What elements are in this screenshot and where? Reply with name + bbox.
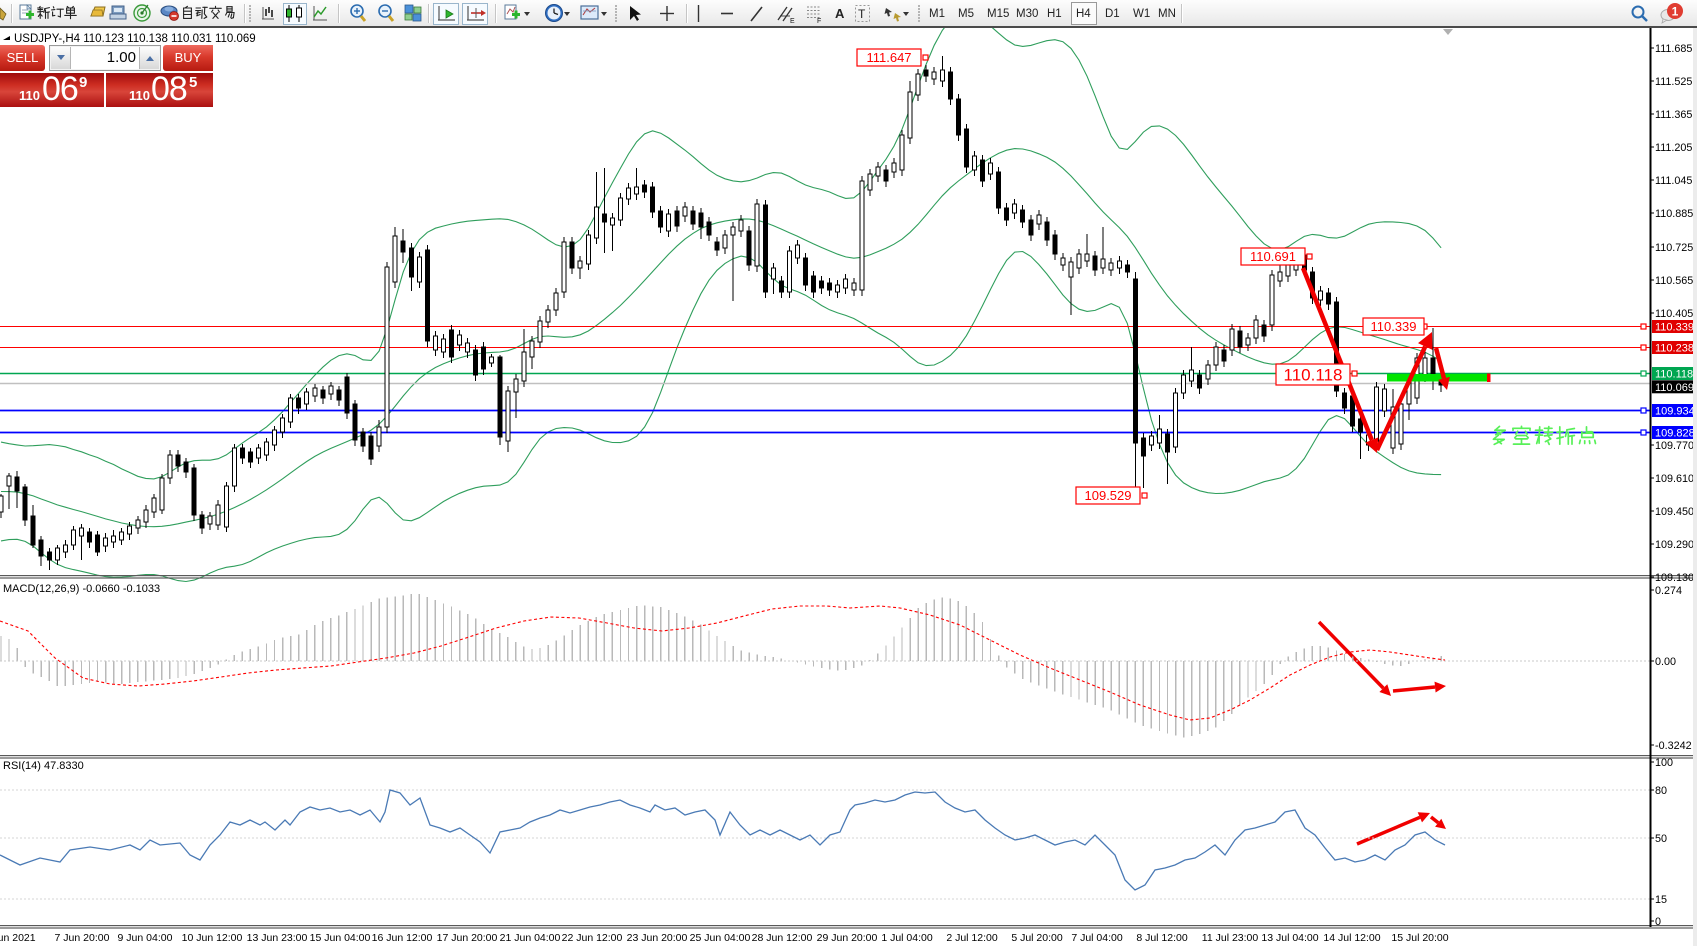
svg-text:16 Jun 12:00: 16 Jun 12:00 xyxy=(372,932,433,944)
svg-text:9 Jun 04:00: 9 Jun 04:00 xyxy=(118,932,173,944)
svg-text:110.118: 110.118 xyxy=(1655,369,1693,381)
svg-text:29 Jun 20:00: 29 Jun 20:00 xyxy=(817,932,878,944)
svg-text:H4: H4 xyxy=(1076,8,1091,20)
svg-text:15 Jul 20:00: 15 Jul 20:00 xyxy=(1391,932,1448,944)
svg-text:1: 1 xyxy=(1672,5,1679,19)
svg-text:14 Jul 12:00: 14 Jul 12:00 xyxy=(1323,932,1380,944)
svg-text:15: 15 xyxy=(1655,894,1667,906)
svg-text:MN: MN xyxy=(1158,8,1176,20)
svg-text:0.274: 0.274 xyxy=(1655,585,1682,597)
svg-text:111.525: 111.525 xyxy=(1655,76,1692,88)
svg-text:W1: W1 xyxy=(1133,8,1150,20)
svg-text:109.450: 109.450 xyxy=(1655,506,1694,518)
svg-text:109.130: 109.130 xyxy=(1655,572,1694,584)
svg-text:T: T xyxy=(858,7,866,21)
svg-text:2 Jul 12:00: 2 Jul 12:00 xyxy=(946,932,998,944)
svg-text:109.934: 109.934 xyxy=(1655,406,1695,418)
svg-text:13 Jul 04:00: 13 Jul 04:00 xyxy=(1261,932,1318,944)
svg-text:109.828: 109.828 xyxy=(1655,428,1695,440)
svg-text:0: 0 xyxy=(1655,916,1661,928)
svg-text:15 Jun 04:00: 15 Jun 04:00 xyxy=(310,932,371,944)
svg-text:7 Jul 04:00: 7 Jul 04:00 xyxy=(1071,932,1123,944)
svg-text:100: 100 xyxy=(1655,757,1673,769)
svg-text:M30: M30 xyxy=(1016,8,1038,20)
svg-text:110.069: 110.069 xyxy=(1655,382,1694,394)
svg-text:110.885: 110.885 xyxy=(1655,208,1693,220)
svg-text:110.405: 110.405 xyxy=(1655,308,1693,320)
svg-text:109.610: 109.610 xyxy=(1655,473,1694,485)
svg-text:Jun 2021: Jun 2021 xyxy=(0,932,36,944)
svg-text:-0.3242: -0.3242 xyxy=(1655,740,1692,752)
svg-text:28 Jun 12:00: 28 Jun 12:00 xyxy=(752,932,813,944)
svg-text:110.691: 110.691 xyxy=(1250,249,1296,264)
svg-text:RSI(14) 47.8330: RSI(14) 47.8330 xyxy=(3,760,84,772)
svg-text:11 Jul 23:00: 11 Jul 23:00 xyxy=(1202,932,1259,944)
svg-text:110.118: 110.118 xyxy=(1284,366,1343,385)
svg-text:F: F xyxy=(817,18,821,25)
svg-text:109.770: 109.770 xyxy=(1655,440,1694,452)
svg-text:109.529: 109.529 xyxy=(1085,488,1132,503)
svg-text:MACD(12,26,9) -0.0660 -0.1033: MACD(12,26,9) -0.0660 -0.1033 xyxy=(3,583,160,595)
svg-text:23 Jun 20:00: 23 Jun 20:00 xyxy=(627,932,688,944)
svg-text:111.045: 111.045 xyxy=(1655,175,1692,187)
svg-text:A: A xyxy=(835,6,845,21)
svg-text:25 Jun 04:00: 25 Jun 04:00 xyxy=(690,932,751,944)
svg-text:50: 50 xyxy=(1655,833,1667,845)
svg-text:111.685: 111.685 xyxy=(1655,43,1692,55)
svg-text:110.339: 110.339 xyxy=(1655,322,1694,334)
svg-text:H1: H1 xyxy=(1047,8,1062,20)
svg-text:M5: M5 xyxy=(958,8,974,20)
svg-text:110.565: 110.565 xyxy=(1655,275,1693,287)
svg-text:8 Jul 12:00: 8 Jul 12:00 xyxy=(1136,932,1188,944)
svg-text:22 Jun 12:00: 22 Jun 12:00 xyxy=(562,932,623,944)
svg-text:0.00: 0.00 xyxy=(1655,656,1676,668)
svg-text:M1: M1 xyxy=(929,8,945,20)
svg-text:110.339: 110.339 xyxy=(1370,319,1416,334)
svg-text:110.238: 110.238 xyxy=(1655,343,1694,355)
svg-text:111.365: 111.365 xyxy=(1655,109,1692,121)
svg-text:1 Jul 04:00: 1 Jul 04:00 xyxy=(881,932,933,944)
svg-text:E: E xyxy=(790,18,795,25)
svg-text:80: 80 xyxy=(1655,785,1667,797)
svg-text:5 Jul 20:00: 5 Jul 20:00 xyxy=(1011,932,1063,944)
svg-text:17 Jun 20:00: 17 Jun 20:00 xyxy=(437,932,498,944)
svg-text:7 Jun 20:00: 7 Jun 20:00 xyxy=(55,932,110,944)
svg-text:13 Jun 23:00: 13 Jun 23:00 xyxy=(247,932,308,944)
svg-text:D1: D1 xyxy=(1105,8,1120,20)
svg-text:21 Jun 04:00: 21 Jun 04:00 xyxy=(500,932,561,944)
svg-text:109.290: 109.290 xyxy=(1655,539,1694,551)
svg-text:111.205: 111.205 xyxy=(1655,142,1692,154)
svg-text:USDJPY-,H4 110.123 110.138 11: USDJPY-,H4 110.123 110.138 110.031 110.0… xyxy=(14,33,256,45)
svg-text:M15: M15 xyxy=(987,8,1009,20)
svg-text:10 Jun 12:00: 10 Jun 12:00 xyxy=(182,932,243,944)
svg-text:110.725: 110.725 xyxy=(1655,242,1693,254)
svg-text:111.647: 111.647 xyxy=(866,50,911,65)
